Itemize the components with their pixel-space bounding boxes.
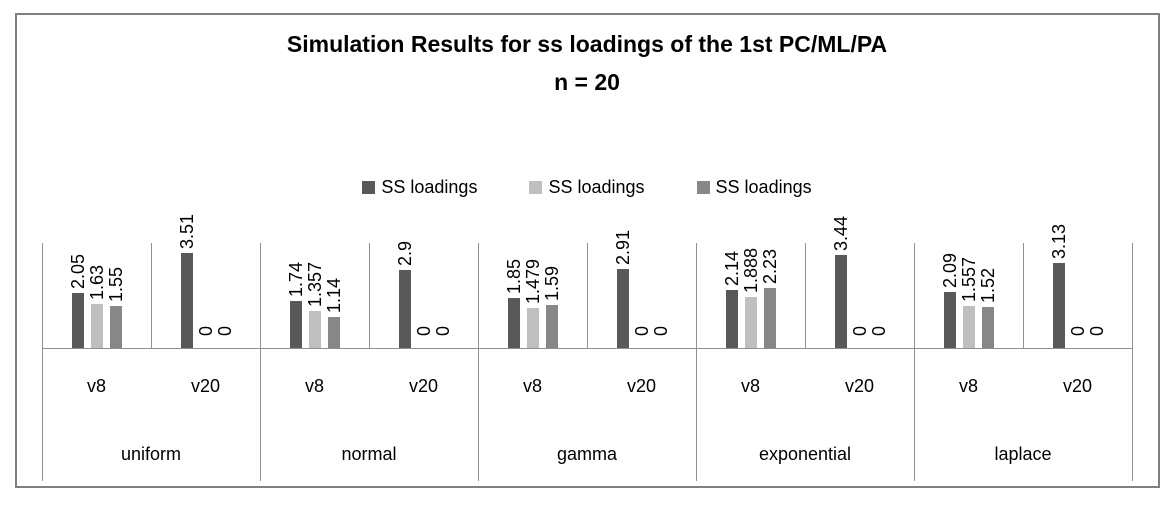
group-separator-line	[478, 243, 479, 481]
bar-value-label: 1.63	[87, 264, 107, 300]
subgroup-separator-line	[151, 243, 152, 348]
bar	[309, 311, 321, 348]
bar-value-label: 1.52	[978, 267, 998, 303]
bar-value-label: 2.23	[760, 248, 780, 284]
x-axis-line	[42, 348, 1132, 349]
bar-value-label: 1.74	[286, 261, 306, 297]
group-label: uniform	[120, 444, 182, 464]
bar-value-label: 2.14	[722, 250, 742, 286]
chart-subtitle: n = 20	[554, 69, 620, 95]
legend-entry: SS loadings	[529, 177, 645, 197]
bar	[745, 297, 757, 348]
bar	[399, 270, 411, 348]
bar-value-label: 0	[850, 325, 870, 336]
group-separator-line	[696, 243, 697, 481]
subgroup-label: v8	[740, 376, 760, 396]
bar	[91, 304, 103, 348]
bar-value-label: 3.13	[1049, 223, 1069, 259]
plot-right-border-line	[1132, 243, 1133, 481]
bar-value-label: 2.05	[68, 253, 88, 289]
bar-value-label: 0	[414, 325, 434, 336]
legend-swatch-icon	[529, 180, 543, 194]
bar-value-label: 1.557	[959, 256, 979, 302]
bar-value-label: 2.9	[395, 240, 415, 266]
legend: SS loadings SS loadings SS loadings	[0, 178, 1174, 196]
bar	[835, 255, 847, 348]
bar-value-label: 1.59	[542, 265, 562, 301]
legend-entry: SS loadings	[696, 177, 812, 197]
bar	[764, 288, 776, 348]
subgroup-label: v8	[522, 376, 542, 396]
group-separator-line	[914, 243, 915, 481]
bar-value-label: 0	[869, 325, 889, 336]
bar	[982, 307, 994, 348]
group-label: exponential	[758, 444, 852, 464]
bar-value-label: 0	[196, 325, 216, 336]
legend-label: SS loadings	[715, 177, 812, 197]
bar-value-label: 0	[1087, 325, 1107, 336]
bar-value-label: 1.479	[523, 258, 543, 304]
group-label: laplace	[994, 444, 1052, 464]
bar	[181, 253, 193, 348]
group-separator-line	[42, 243, 43, 481]
bar-value-label: 1.55	[106, 266, 126, 302]
group-label: gamma	[556, 444, 618, 464]
bar	[944, 292, 956, 348]
legend-label: SS loadings	[381, 177, 478, 197]
subgroup-separator-line	[587, 243, 588, 348]
bar-value-label: 0	[651, 325, 671, 336]
group-label: normal	[341, 444, 397, 464]
bar	[527, 308, 539, 348]
subgroup-separator-line	[369, 243, 370, 348]
bar-value-label: 3.44	[831, 215, 851, 251]
bar	[290, 301, 302, 348]
bar-value-label: 2.91	[613, 229, 633, 265]
bar-value-label: 0	[433, 325, 453, 336]
legend-entry: SS loadings	[362, 178, 477, 196]
bar	[328, 317, 340, 348]
legend-label: SS loadings	[548, 177, 645, 197]
bar-value-label: 1.357	[305, 261, 325, 307]
bar-value-label: 1.14	[324, 277, 344, 313]
subgroup-label: v20	[1062, 376, 1093, 396]
subgroup-label: v20	[408, 376, 439, 396]
bar	[72, 293, 84, 348]
bar	[726, 290, 738, 348]
subgroup-label: v20	[626, 376, 657, 396]
legend-swatch-icon	[696, 180, 710, 194]
bar-value-label: 3.51	[177, 213, 197, 249]
bar	[1053, 263, 1065, 348]
group-separator-line	[260, 243, 261, 481]
bar-value-label: 1.888	[741, 247, 761, 293]
chart-border	[15, 13, 1160, 488]
bar-value-label: 0	[215, 325, 235, 336]
bar	[508, 298, 520, 348]
bar-value-label: 1.85	[504, 258, 524, 294]
subgroup-label: v20	[844, 376, 875, 396]
bar	[963, 306, 975, 348]
legend-swatch-icon	[362, 180, 376, 194]
bar-value-label: 0	[632, 325, 652, 336]
bar-value-label: 2.09	[940, 252, 960, 288]
subgroup-separator-line	[1023, 243, 1024, 348]
subgroup-label: v8	[86, 376, 106, 396]
chart-title: Simulation Results for ss loadings of th…	[286, 31, 888, 57]
bar	[546, 305, 558, 348]
subgroup-label: v8	[958, 376, 978, 396]
subgroup-label: v20	[190, 376, 221, 396]
bar	[617, 269, 629, 348]
subgroup-separator-line	[805, 243, 806, 348]
bar	[110, 306, 122, 348]
bar-value-label: 0	[1068, 325, 1088, 336]
subgroup-label: v8	[304, 376, 324, 396]
